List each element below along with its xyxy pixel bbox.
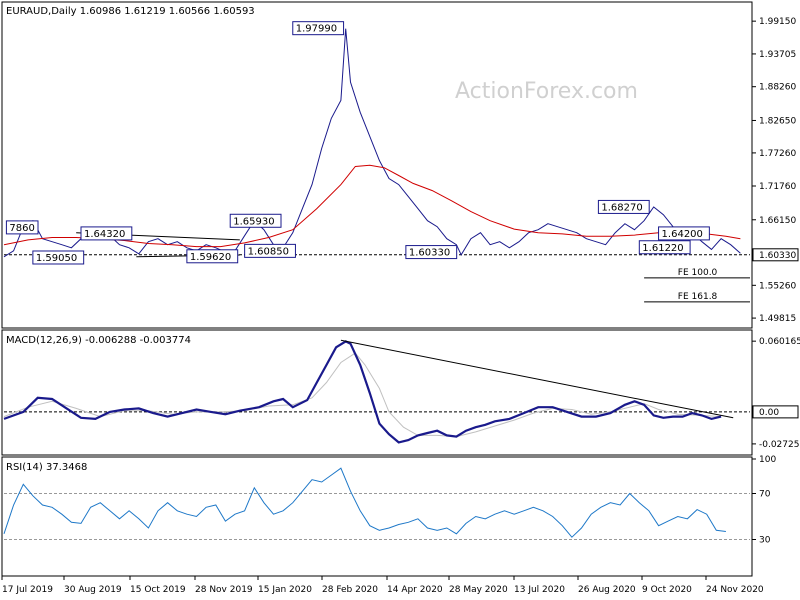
price-panel-frame <box>1 1 753 329</box>
rsi-tick-label: 30 <box>759 536 771 546</box>
price-annotation-box <box>5 220 39 235</box>
x-tick-label: 24 Nov 2020 <box>706 585 764 595</box>
price-annotation-label: 1.65930 <box>233 216 274 227</box>
x-tick-label: 15 Jan 2020 <box>258 585 312 595</box>
price-tick-label: 1.93705 <box>759 50 796 60</box>
x-tick-label: 28 May 2020 <box>449 585 508 595</box>
macd-signal <box>3 352 722 438</box>
macd-plot <box>3 339 750 444</box>
current-value-label: 1.60330 <box>759 251 796 261</box>
rsi-line <box>3 467 726 538</box>
price-tick-label: 1.55260 <box>759 281 796 291</box>
symbol-timeframe: EURAUD,Daily <box>6 6 77 17</box>
rsi-panel-frame <box>1 456 753 577</box>
price-annotation-box <box>597 199 650 214</box>
price-annotation-box <box>405 245 458 260</box>
x-tick-label: 28 Nov 2019 <box>195 585 253 595</box>
price-annotation-box <box>658 226 710 241</box>
price-annotation-label: 1.60330 <box>409 248 450 259</box>
price-series <box>3 28 741 258</box>
price-annotation-box <box>80 226 133 241</box>
x-tick-label: 28 Feb 2020 <box>322 585 378 595</box>
price-plot: FE 100.0 FE 161.8 7860 1.97990 1.64320 1.6593… <box>3 21 750 303</box>
price-annotation-box <box>244 243 296 258</box>
macd-panel-frame <box>1 329 753 456</box>
rsi-tick-label: 70 <box>759 490 771 500</box>
price-tick-label: 1.88260 <box>759 83 796 93</box>
rsi-plot <box>3 467 750 540</box>
x-tick-label: 14 Apr 2020 <box>387 585 443 595</box>
fe-label: FE 161.8 <box>678 292 718 302</box>
x-tick-label: 13 Jul 2020 <box>514 585 565 595</box>
price-annotation-box <box>292 21 345 36</box>
price-tick-label: 1.71760 <box>759 182 796 192</box>
price-title: EURAUD,Daily 1.60986 1.61219 1.60566 1.6… <box>6 6 255 17</box>
price-annotation-label: 7860 <box>9 223 34 234</box>
rsi-tick-label: 100 <box>759 455 776 465</box>
price-annotation-label: 1.64200 <box>662 229 703 240</box>
x-tick-label: 26 Aug 2020 <box>578 585 636 595</box>
price-annotation-label: 1.59620 <box>190 252 231 263</box>
macd-title: MACD(12,26,9) -0.006288 -0.003774 <box>6 335 191 346</box>
current-value-box <box>752 248 799 262</box>
price-annotation-label: 1.60850 <box>248 246 289 257</box>
price-annotation-label: 1.61220 <box>642 243 683 254</box>
price-tick-label: 1.99150 <box>759 17 796 27</box>
macd-value-label: 0.00 <box>759 408 779 418</box>
macd-line <box>3 340 722 444</box>
price-annotation-box <box>186 249 239 264</box>
x-tick-label: 17 Jul 2019 <box>2 585 53 595</box>
ohlc-values: 1.60986 1.61219 1.60566 1.60593 <box>80 6 255 17</box>
price-tick-label: 1.49815 <box>759 314 796 324</box>
price-annotation-label: 1.68270 <box>601 202 642 213</box>
x-tick-label: 15 Oct 2019 <box>130 585 186 595</box>
rsi-title: RSI(14) 37.3468 <box>6 462 87 473</box>
price-tick-label: 1.77260 <box>759 149 796 159</box>
x-tick-label: 30 Aug 2019 <box>64 585 122 595</box>
axes: 1.99150 1.93705 1.88260 1.82650 1.77260 1.717… <box>1 17 800 595</box>
macd-value-box <box>752 405 799 419</box>
price-annotation-label: 1.64320 <box>84 229 125 240</box>
price-tick-label: 1.82650 <box>759 116 796 126</box>
fe-label: FE 100.0 <box>678 268 718 278</box>
macd-tick-label: -0.02725 <box>759 440 799 450</box>
moving-average <box>3 164 741 248</box>
watermark: ActionForex.com <box>455 79 638 104</box>
price-annotation-box <box>32 250 85 265</box>
macd-tick-label: 0.060165 <box>759 337 800 347</box>
price-annotation-label: 1.97990 <box>296 24 337 35</box>
x-tick-label: 9 Oct 2020 <box>642 585 692 595</box>
price-annotation-box <box>229 213 282 228</box>
price-annotation-label: 1.59050 <box>36 253 77 264</box>
macd-trendline <box>340 339 734 419</box>
price-tick-label: 1.66150 <box>759 216 796 226</box>
price-annotation-box <box>638 240 691 255</box>
